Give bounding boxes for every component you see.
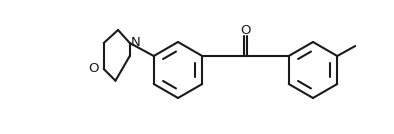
Text: N: N [131,36,141,49]
Text: O: O [240,23,251,36]
Text: O: O [88,62,99,75]
